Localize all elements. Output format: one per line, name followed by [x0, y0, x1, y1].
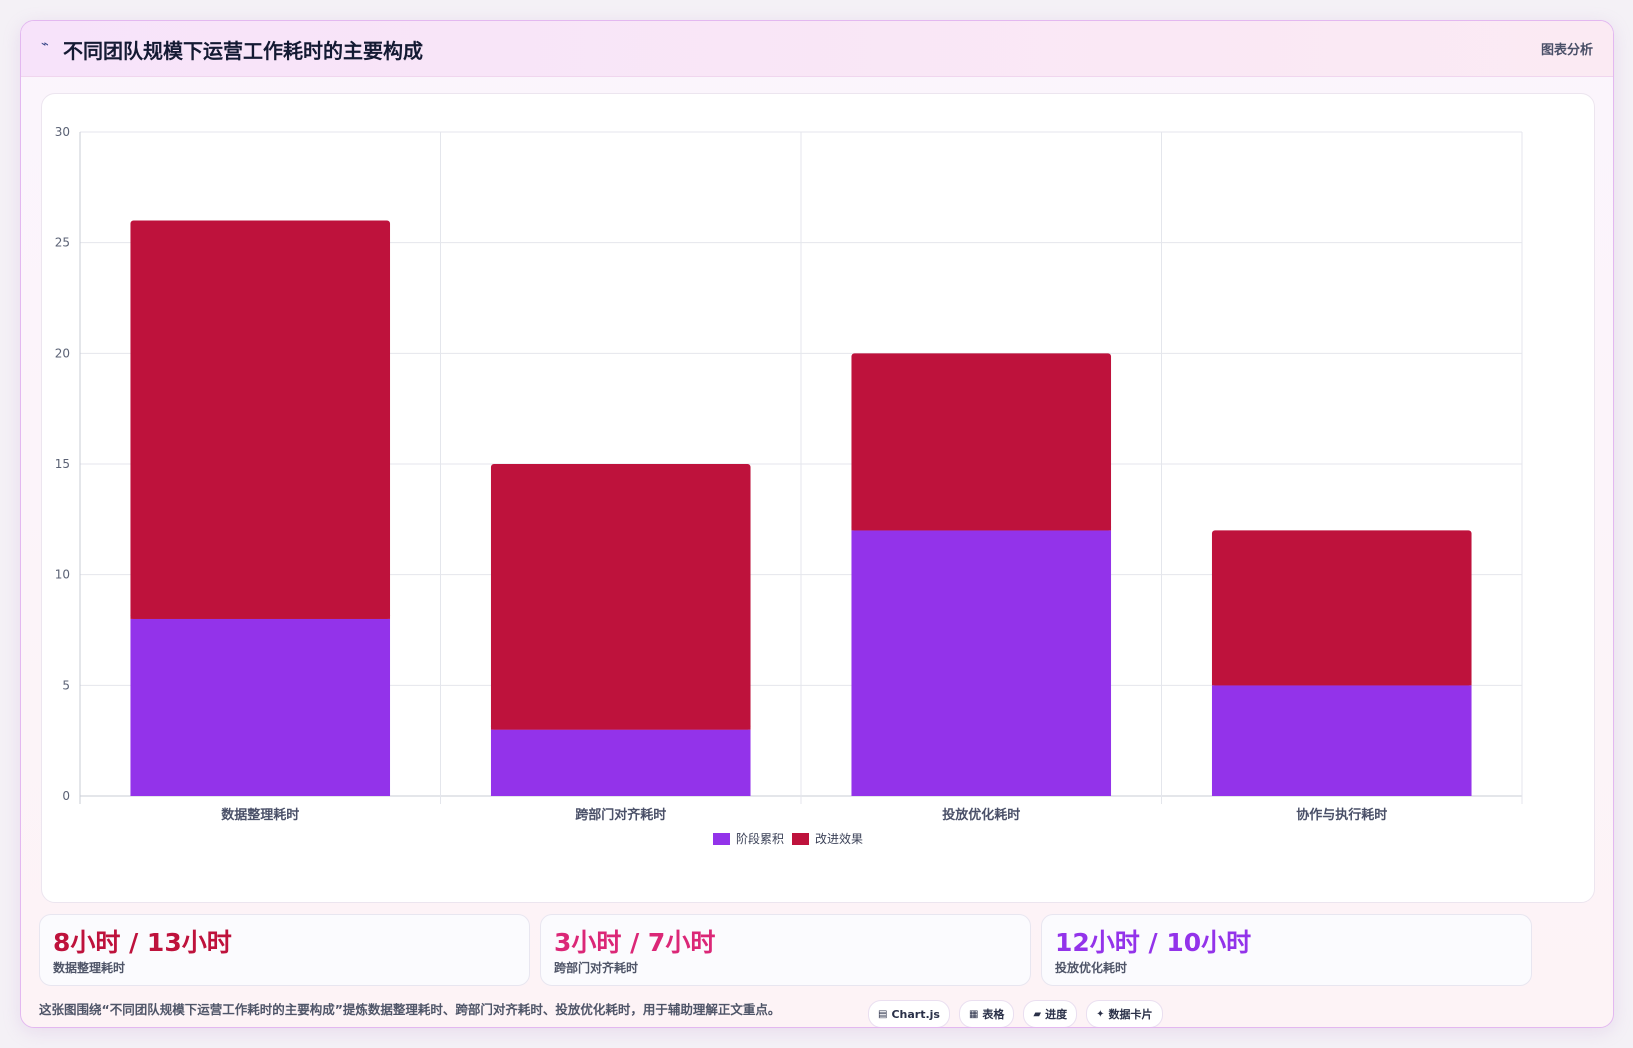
chart-icon: ⌁	[41, 37, 49, 52]
page-title: 不同团队规模下运营工作耗时的主要构成	[63, 39, 423, 63]
x-tick-label: 投放优化耗时	[942, 807, 1020, 823]
stat-value: 8小时 / 13小时	[53, 928, 232, 957]
x-tick-label: 跨部门对齐耗时	[575, 807, 666, 823]
chip-progress[interactable]: ▰ 进度	[1023, 1000, 1078, 1027]
chip-data-card[interactable]: ✦ 数据卡片	[1086, 1000, 1163, 1027]
stat-value: 3小时 / 7小时	[554, 928, 716, 957]
stat-card-1: 3小时 / 7小时 跨部门对齐耗时	[540, 914, 1031, 986]
chip-label: 表格	[982, 1008, 1005, 1021]
bar-improvement-effect	[490, 464, 751, 730]
chip-table[interactable]: ▦ 表格	[958, 1000, 1015, 1027]
bar-stage-accumulation	[851, 530, 1112, 796]
caption: 这张图围绕“不同团队规模下运营工作耗时的主要构成”提炼数据整理耗时、跨部门对齐耗…	[39, 1002, 781, 1017]
bar-stage-accumulation	[130, 618, 391, 796]
legend-swatch	[713, 833, 730, 845]
chip-chartjs[interactable]: ▤ Chart.js	[868, 1000, 950, 1027]
y-tick-label: 0	[62, 789, 70, 803]
legend-label: 阶段累积	[736, 831, 784, 846]
bar-improvement-effect	[1211, 530, 1472, 686]
progress-icon: ▰	[1033, 1008, 1042, 1020]
bar-improvement-effect	[851, 353, 1112, 531]
stat-card-0: 8小时 / 13小时 数据整理耗时	[39, 914, 530, 986]
chip-label: 数据卡片	[1108, 1008, 1153, 1021]
stat-label: 数据整理耗时	[53, 961, 126, 975]
bar-corner-fill	[1211, 681, 1472, 686]
y-tick-label: 10	[55, 568, 70, 582]
bar-stage-accumulation	[490, 729, 751, 796]
stat-value: 12小时 / 10小时	[1055, 928, 1252, 957]
bar-corner-fill	[130, 614, 391, 619]
chip-label: Chart.js	[891, 1007, 940, 1021]
card-header: ⌁ 不同团队规模下运营工作耗时的主要构成 图表分析	[21, 21, 1613, 77]
legend-swatch	[792, 833, 809, 845]
header-tag: 图表分析	[1540, 43, 1593, 58]
stat-card-2: 12小时 / 10小时 投放优化耗时	[1041, 914, 1532, 986]
y-tick-label: 20	[55, 346, 70, 360]
x-tick-label: 协作与执行耗时	[1296, 807, 1387, 823]
stat-label: 投放优化耗时	[1055, 961, 1128, 975]
bar-improvement-effect	[130, 220, 391, 619]
bar-corner-fill	[490, 725, 751, 730]
y-tick-label: 15	[55, 457, 70, 471]
chart-card: ⌁ 不同团队规模下运营工作耗时的主要构成 图表分析 0 5 10 15 20 25 30 数据…	[20, 20, 1614, 1028]
table-icon: ▦	[968, 1008, 979, 1020]
y-tick-label: 5	[62, 678, 70, 692]
x-tick-label: 数据整理耗时	[221, 807, 299, 823]
y-tick-label: 30	[55, 125, 70, 139]
bar-corner-fill	[851, 526, 1112, 531]
bar-stage-accumulation	[1211, 685, 1472, 796]
sparkle-icon: ✦	[1096, 1008, 1105, 1020]
legend-label: 改进效果	[815, 831, 863, 846]
chip-list: ▤ Chart.js ▦ 表格 ▰ 进度 ✦ 数据卡片	[868, 1000, 1163, 1027]
y-tick-label: 25	[55, 236, 70, 250]
chip-label: 进度	[1045, 1008, 1068, 1021]
stacked-bar-chart: 0 5 10 15 20 25 30 数据整理耗时 跨部门对齐耗时 投放优化耗时 协作与执行耗时阶段…	[55, 125, 1523, 846]
chart-panel: 0 5 10 15 20 25 30 数据整理耗时 跨部门对齐耗时 投放优化耗时 协作与执行耗时阶段…	[41, 93, 1595, 903]
chart-icon: ▤	[878, 1008, 888, 1020]
stat-label: 跨部门对齐耗时	[554, 961, 639, 975]
